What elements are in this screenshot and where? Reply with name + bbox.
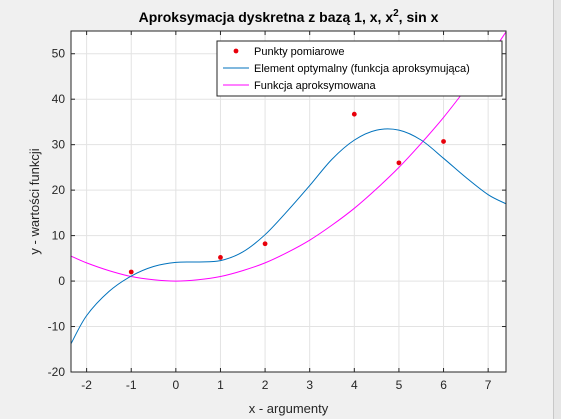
- y-tick-label: 30: [52, 138, 66, 152]
- x-tick-label: 4: [351, 378, 358, 392]
- data-point: [441, 139, 446, 144]
- y-tick-label: 50: [52, 47, 66, 61]
- legend-entry-points: Punkty pomiarowe: [254, 46, 345, 58]
- x-tick-label: 7: [485, 378, 492, 392]
- x-tick-label: 3: [306, 378, 313, 392]
- title-tail: , sin x: [399, 9, 439, 25]
- window-edge: [553, 0, 561, 419]
- x-tick-label: 0: [173, 378, 180, 392]
- data-point: [128, 269, 134, 275]
- axes-box: [70, 30, 507, 373]
- x-tick-label: 2: [262, 378, 269, 392]
- x-axis-label: x - argumenty: [249, 401, 329, 416]
- title-main: Aproksymacja dyskretna z bazą 1, x, x: [139, 9, 394, 25]
- chart-title: Aproksymacja dyskretna z bazą 1, x, x2, …: [139, 8, 439, 25]
- legend-box: [216, 40, 503, 97]
- legend-entry-target: Funkcja aproksymowana: [254, 80, 377, 92]
- x-tick-label: 1: [217, 378, 224, 392]
- x-tick-label: -1: [126, 378, 137, 392]
- x-tick-label: -2: [81, 378, 92, 392]
- data-point: [262, 241, 268, 247]
- y-tick-label: 0: [58, 274, 65, 288]
- y-axis-label: y - wartości funkcji: [27, 148, 42, 254]
- x-tick-label: 5: [396, 378, 403, 392]
- legend-marker-points: [233, 48, 239, 54]
- series-layer: [71, 31, 506, 345]
- y-tick-label: 10: [52, 229, 66, 243]
- data-point: [396, 160, 402, 166]
- legend: Punkty pomiarowe Element optymalny (funk…: [216, 40, 503, 97]
- data-point: [218, 255, 223, 260]
- y-tick-label: 40: [52, 92, 66, 106]
- y-tick-label: 20: [52, 183, 66, 197]
- x-tick-label: 6: [440, 378, 447, 392]
- data-point: [351, 111, 357, 117]
- title-superscript: 2: [393, 8, 399, 19]
- legend-entry-approx: Element optymalny (funkcja aproksymująca…: [254, 63, 470, 75]
- series-line-approx: [71, 128, 506, 345]
- y-tick-label: -20: [48, 365, 66, 379]
- series-line-target: [71, 31, 506, 282]
- y-tick-label: -10: [48, 320, 66, 334]
